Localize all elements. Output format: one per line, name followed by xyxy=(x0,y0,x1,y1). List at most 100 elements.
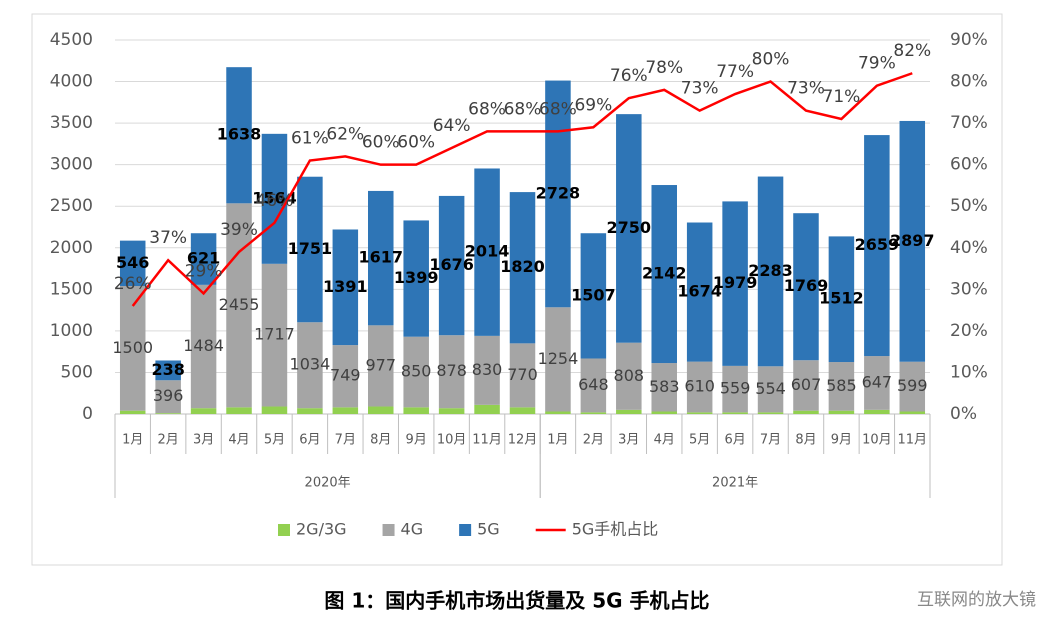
legend-label: 5G手机占比 xyxy=(572,520,659,539)
bar-segment xyxy=(438,335,465,409)
bar-segment xyxy=(155,413,181,414)
x-tick-label: 5月 xyxy=(689,433,710,448)
bar-value-label: 599 xyxy=(897,376,928,395)
bar-segment xyxy=(474,168,500,336)
bar-segment xyxy=(261,263,288,407)
bar-value-label: 770 xyxy=(507,365,538,384)
bar-segment xyxy=(226,203,252,408)
x-tick-label: 1月 xyxy=(122,433,143,448)
x-tick-label: 11月 xyxy=(472,433,502,448)
bar-value-label: 607 xyxy=(791,375,822,394)
bar-value-label: 559 xyxy=(720,379,751,398)
legend-label: 5G xyxy=(477,520,500,539)
bar-value-label: 1751 xyxy=(288,239,333,258)
x-tick-label: 2月 xyxy=(583,433,604,448)
y2-tick-label: 40% xyxy=(950,238,988,258)
bar-segment xyxy=(297,176,323,323)
line-value-label: 26% xyxy=(114,274,152,294)
bar-value-label: 1638 xyxy=(217,125,262,144)
bar-value-label: 1507 xyxy=(571,285,616,304)
line-value-label: 71% xyxy=(823,87,861,107)
bar-value-label: 2455 xyxy=(219,295,260,314)
bar-segment xyxy=(261,133,288,264)
y-tick-label: 3500 xyxy=(50,113,93,133)
line-value-label: 68% xyxy=(468,99,506,119)
line-value-label: 79% xyxy=(858,54,896,74)
y2-tick-label: 70% xyxy=(950,113,988,133)
y2-tick-label: 0% xyxy=(950,404,977,424)
bar-segment xyxy=(722,201,748,366)
bar-segment xyxy=(757,176,784,367)
line-value-label: 60% xyxy=(362,133,400,153)
line-value-label: 80% xyxy=(752,50,790,70)
bar-value-label: 850 xyxy=(401,362,432,381)
bar-segment xyxy=(297,408,323,414)
bar-segment xyxy=(332,407,359,414)
legend-swatch xyxy=(278,524,290,536)
bar-value-label: 1674 xyxy=(677,282,722,301)
line-value-label: 82% xyxy=(893,41,931,61)
x-tick-label: 11月 xyxy=(898,433,928,448)
y2-tick-label: 50% xyxy=(950,196,988,216)
bar-segment xyxy=(368,325,394,407)
bar-segment xyxy=(403,220,429,337)
x-tick-label: 4月 xyxy=(228,433,249,448)
bar-segment xyxy=(616,409,642,414)
bar-value-label: 1769 xyxy=(784,276,829,295)
line-value-label: 46% xyxy=(256,191,294,211)
bar-segment xyxy=(616,114,642,343)
bar-segment xyxy=(226,67,252,204)
y-tick-label: 1000 xyxy=(50,321,93,341)
bar-segment xyxy=(509,407,536,414)
bar-value-label: 621 xyxy=(187,249,220,268)
x-tick-label: 10月 xyxy=(437,433,467,448)
bar-segment xyxy=(793,360,819,411)
bar-value-label: 648 xyxy=(578,375,609,394)
y2-tick-label: 20% xyxy=(950,321,988,341)
bar-value-label: 2014 xyxy=(465,242,510,261)
bar-segment xyxy=(864,356,890,410)
bar-segment xyxy=(686,412,713,414)
legend-label: 2G/3G xyxy=(296,520,347,539)
bar-value-label: 585 xyxy=(826,376,857,395)
bar-segment xyxy=(828,236,855,363)
line-value-label: 68% xyxy=(539,99,577,119)
bar-segment xyxy=(793,213,819,361)
bar-segment xyxy=(403,336,429,408)
bar-segment xyxy=(722,365,748,413)
bar-value-label: 2142 xyxy=(642,264,687,283)
bar-value-label: 977 xyxy=(365,355,396,374)
bar-value-label: 1484 xyxy=(183,336,224,355)
bar-segment xyxy=(403,407,429,414)
x-tick-label: 5月 xyxy=(264,433,285,448)
x-tick-label: 3月 xyxy=(193,433,214,448)
share-line xyxy=(131,72,913,307)
x-tick-label: 6月 xyxy=(724,433,745,448)
bar-segment xyxy=(686,222,713,362)
line-value-label: 61% xyxy=(291,129,329,149)
bar-segment xyxy=(368,190,394,326)
x-tick-label: 9月 xyxy=(831,433,852,448)
bar-value-label: 396 xyxy=(153,386,184,405)
group-label: 2020年 xyxy=(305,476,351,491)
bar-value-label: 830 xyxy=(472,360,503,379)
bar-value-label: 554 xyxy=(755,379,786,398)
x-tick-label: 2月 xyxy=(158,433,179,448)
bar-value-label: 1500 xyxy=(112,338,153,357)
bar-segment xyxy=(297,322,323,409)
x-tick-label: 8月 xyxy=(370,433,391,448)
y2-tick-label: 10% xyxy=(950,362,988,382)
bar-value-label: 1676 xyxy=(429,255,474,274)
y-tick-label: 4000 xyxy=(50,72,93,92)
y-tick-label: 1500 xyxy=(50,279,93,299)
bar-segment xyxy=(899,411,926,414)
bar-value-label: 1717 xyxy=(254,325,295,344)
bar-segment xyxy=(190,284,217,409)
bar-segment xyxy=(474,404,500,414)
bar-segment xyxy=(332,229,359,346)
y2-tick-label: 80% xyxy=(950,72,988,92)
line-value-label: 39% xyxy=(220,220,258,240)
bar-value-label: 610 xyxy=(684,376,715,395)
bar-segment xyxy=(651,185,677,364)
